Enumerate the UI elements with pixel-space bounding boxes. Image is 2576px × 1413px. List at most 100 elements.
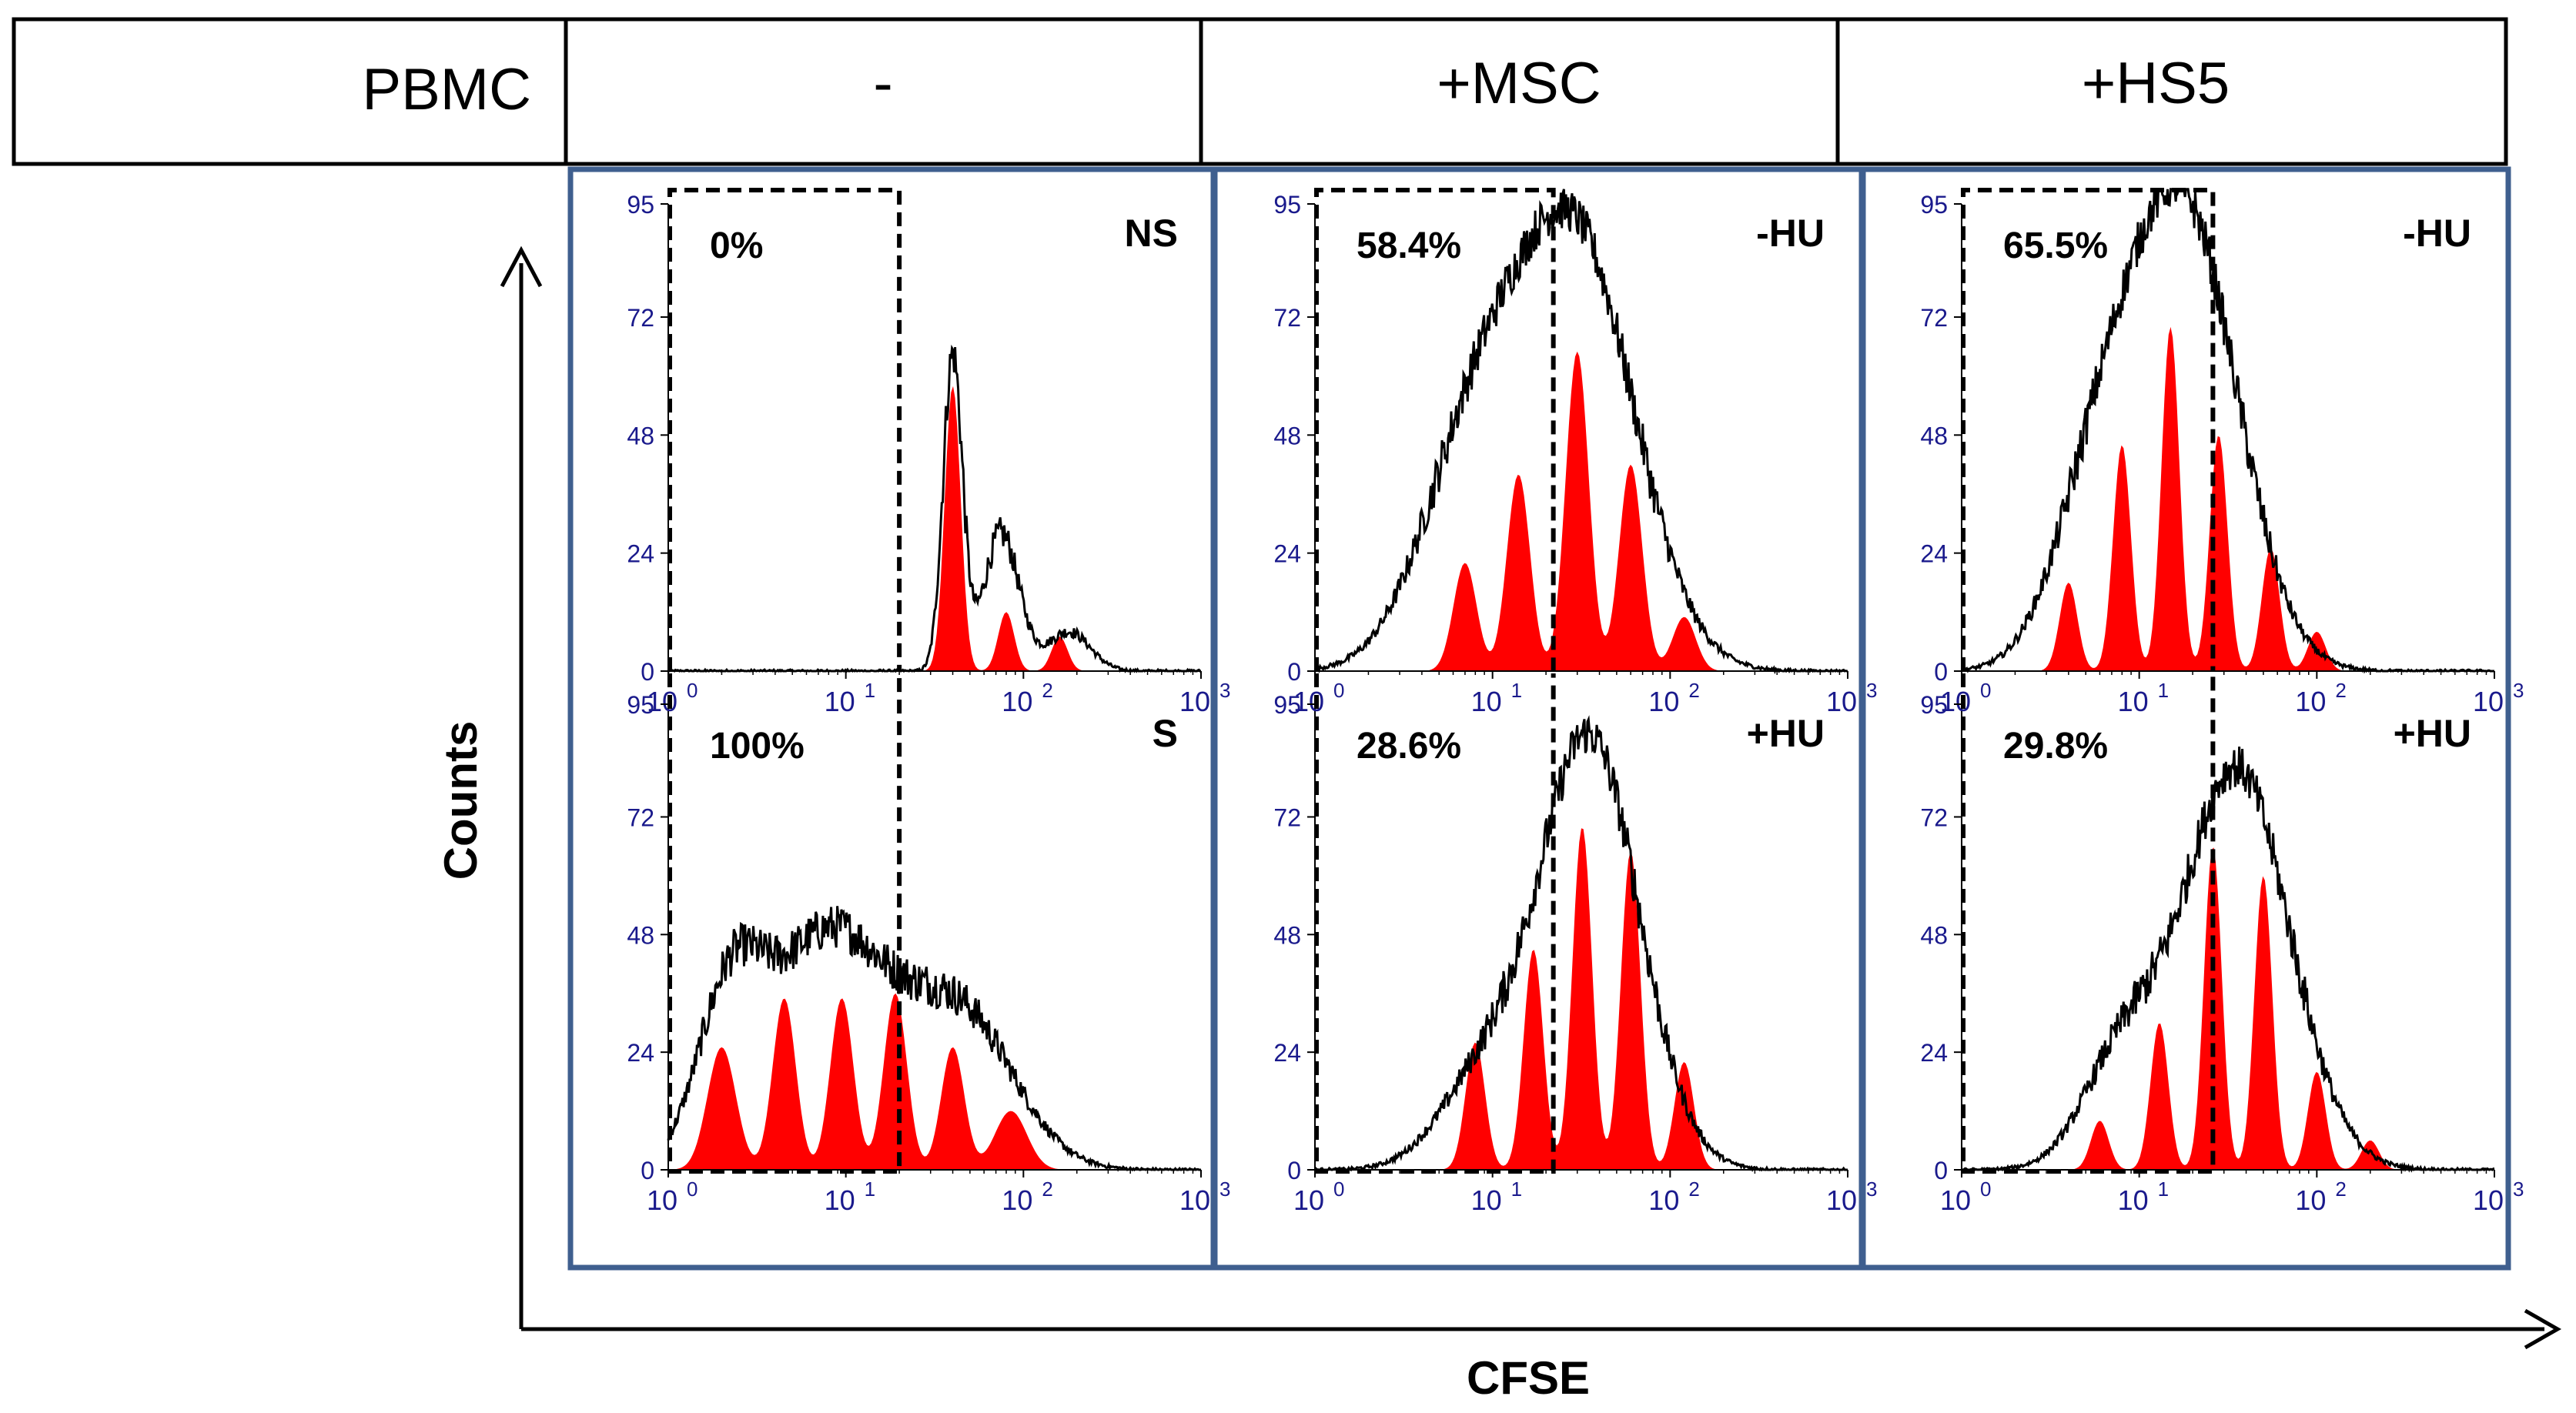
x-tick-label: 10 (1826, 686, 1857, 717)
y-tick-label: 24 (627, 1039, 654, 1067)
x-tick-label: 10 (2295, 686, 2326, 717)
condition-label: +HU (2394, 712, 2471, 755)
histogram-layer: 0% NS 100% S 58.4% -HU 28.6% +HU 65.5% -HU 29.8% +H… (667, 188, 2495, 1174)
x-tick-exponent: 0 (687, 1178, 698, 1201)
y-tick-label: 48 (1920, 921, 1948, 949)
x-tick-exponent: 3 (1219, 1178, 1230, 1201)
histogram-panel-2: 100% S (667, 673, 1201, 1174)
x-tick-label: 10 (2118, 686, 2149, 717)
main-axes: Counts CFSE (435, 246, 2562, 1404)
header-table: PBMC - +MSC +HS5 (12, 17, 2508, 166)
y-axis-arrowhead (500, 246, 543, 288)
gate-percent-label: 58.4% (1357, 225, 1461, 266)
gate-marker (667, 673, 902, 1174)
x-tick-label: 10 (1002, 686, 1032, 717)
y-tick-label: 95 (1920, 691, 1948, 719)
x-tick-exponent: 2 (1688, 1178, 1699, 1201)
x-tick-label: 10 (647, 1184, 677, 1216)
y-tick-label: 72 (1920, 803, 1948, 831)
column-label-control: - (873, 51, 892, 116)
panel-frame-hs5 (1860, 166, 2511, 1271)
x-tick-label: 10 (1648, 1184, 1679, 1216)
histogram-panel-1: 0% NS (667, 188, 1202, 673)
x-tick-exponent: 2 (1042, 1178, 1052, 1201)
gate-percent-label: 29.8% (2003, 726, 2108, 767)
condition-label: -HU (2403, 212, 2471, 255)
histogram-panel-3: 58.4% -HU (1313, 188, 1848, 675)
y-tick-label: 95 (1273, 191, 1301, 219)
histogram-panel-4: 28.6% +HU (1313, 673, 1848, 1174)
x-tick-exponent: 3 (2513, 1178, 2524, 1201)
gate-percent-label: 100% (710, 726, 805, 767)
x-tick-exponent: 1 (865, 679, 875, 702)
histogram-panel-5: 65.5% -HU (1960, 188, 2494, 674)
y-tick-label: 0 (1287, 1157, 1301, 1184)
y-tick-label: 48 (627, 921, 654, 949)
x-tick-exponent: 0 (1333, 679, 1344, 702)
gate-percent-label: 65.5% (2003, 225, 2108, 266)
x-tick-exponent: 3 (1866, 1178, 1877, 1201)
x-tick-exponent: 3 (1866, 679, 1877, 702)
y-tick-label: 24 (1920, 1039, 1948, 1067)
row-label-pbmc: PBMC (362, 57, 531, 122)
x-tick-exponent: 1 (865, 1178, 875, 1201)
outline-histogram (667, 906, 1201, 1172)
x-tick-label: 10 (1179, 686, 1210, 717)
x-tick-label: 10 (1826, 1184, 1857, 1216)
panel-frames (567, 166, 2511, 1271)
x-tick-exponent: 2 (2335, 1178, 2346, 1201)
condition-label: -HU (1756, 212, 1825, 255)
x-tick-label: 10 (2118, 1184, 2149, 1216)
gate-marker (1961, 188, 2216, 671)
gate-percent-label: 0% (710, 225, 763, 266)
x-tick-exponent: 0 (1980, 679, 1991, 702)
y-tick-label: 0 (1287, 658, 1301, 686)
y-tick-label: 48 (1273, 422, 1301, 449)
x-tick-exponent: 2 (1042, 679, 1052, 702)
x-axis-arrowhead (2524, 1308, 2562, 1350)
x-tick-exponent: 3 (2513, 679, 2524, 702)
y-tick-label: 72 (1273, 803, 1301, 831)
x-tick-exponent: 1 (1511, 679, 1522, 702)
x-tick-exponent: 3 (1219, 679, 1230, 702)
y-tick-label: 48 (1273, 921, 1301, 949)
x-tick-label: 10 (825, 1184, 855, 1216)
column-label-hs5: +HS5 (2082, 51, 2230, 116)
x-tick-label: 10 (1940, 686, 1971, 717)
outline-histogram (1313, 189, 1848, 675)
y-tick-label: 24 (1920, 540, 1948, 568)
x-tick-label: 10 (1648, 686, 1679, 717)
header-border (12, 17, 2508, 166)
condition-label: S (1153, 712, 1178, 755)
y-tick-label: 0 (641, 658, 654, 686)
y-tick-label: 24 (1273, 1039, 1301, 1067)
x-tick-label: 10 (1471, 686, 1502, 717)
y-tick-label: 72 (627, 304, 654, 332)
y-tick-label: 72 (1273, 304, 1301, 332)
histogram-panel-6: 29.8% +HU (1961, 673, 2495, 1174)
x-tick-label: 10 (647, 686, 677, 717)
y-tick-label: 72 (627, 803, 654, 831)
y-axis-title: Counts (435, 721, 487, 880)
filled-histogram (1962, 326, 2494, 671)
x-tick-exponent: 0 (1333, 1178, 1344, 1201)
y-tick-label: 72 (1920, 304, 1948, 332)
y-tick-label: 0 (641, 1157, 654, 1184)
filled-histogram (668, 993, 1201, 1170)
y-tick-label: 24 (1273, 540, 1301, 568)
x-tick-label: 10 (1293, 1184, 1324, 1216)
y-tick-label: 95 (627, 691, 654, 719)
x-axis-title: CFSE (1467, 1352, 1590, 1404)
gate-percent-label: 28.6% (1357, 726, 1461, 767)
x-tick-label: 10 (1002, 1184, 1032, 1216)
outline-histogram (667, 344, 1202, 673)
condition-label: NS (1125, 212, 1178, 255)
y-tick-label: 95 (1273, 691, 1301, 719)
x-tick-label: 10 (1940, 1184, 1971, 1216)
column-label-msc: +MSC (1437, 51, 1601, 116)
x-tick-exponent: 2 (2335, 679, 2346, 702)
filled-histogram (668, 386, 1201, 671)
x-tick-exponent: 1 (2158, 1178, 2169, 1201)
x-tick-label: 10 (2295, 1184, 2326, 1216)
